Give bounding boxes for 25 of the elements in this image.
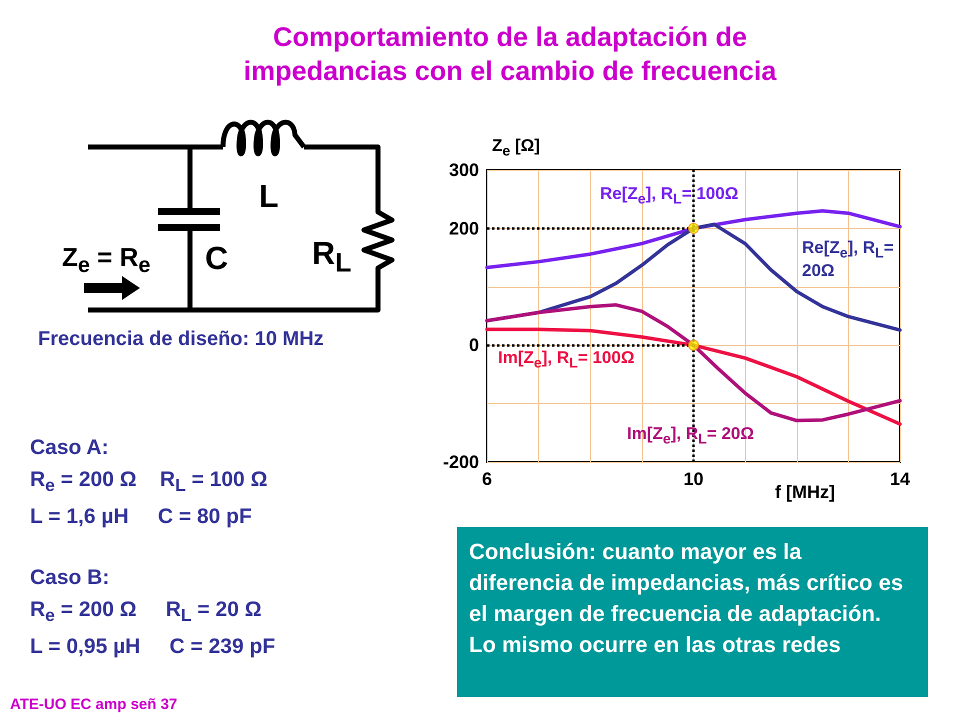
text: C [205, 240, 228, 277]
series-label: Im[Z$_{e}$], R$_{L}$= 100Ω [498, 348, 634, 372]
y-tick-label: 300 [448, 160, 479, 180]
text: L [259, 178, 279, 215]
series-label: Re[Z$_{e}$], R$_{L}$= 100Ω [600, 184, 738, 208]
text: Frecuencia de diseño: 10 MHz [38, 328, 324, 351]
x-tick-label: 6 [482, 469, 492, 489]
text: ATE-UO EC amp señ 37 [10, 696, 178, 713]
text: Z$_{e}$ = R$_{e}$ [62, 242, 150, 278]
y-tick-label: 0 [468, 335, 479, 356]
text: Re[Z$_{e}$], R$_{L}$= 20Ω [802, 238, 894, 280]
text: Caso A: R$_{e}$ = 200 Ω R$_{L}$ = 100 Ω L = 1,6 µH C = 80 pF [30, 435, 268, 530]
line-series [485, 328, 902, 426]
y-axis-title: Z$_{e}$ [Ω] [492, 136, 540, 160]
y-tick-label: 200 [448, 218, 479, 238]
series-label: Im[Z$_{e}$], R$_{L}$= 20Ω [627, 424, 754, 448]
chart-title: Comportamiento de la adaptación de impedancias con el cambio de frecuencia [242, 21, 778, 88]
text: R$_{L}$ [312, 235, 352, 278]
x-tick-label: 10 [683, 469, 704, 489]
x-axis-title: f [MHz] [775, 482, 835, 503]
text: Conclusión: cuanto mayor es la diferencia de impedancias, más crítico es el margen de frecuencia de adaptación. Lo mismo ocurre en las otras redes [469, 538, 904, 659]
y-tick-label: -200 [442, 452, 479, 472]
x-tick-label: 14 [890, 469, 910, 489]
text: Caso B: R$_{e}$ = 200 Ω R$_{L}$ = 20 Ω L = 0,95 µH C = 239 pF [30, 565, 276, 660]
line-series [485, 303, 902, 422]
